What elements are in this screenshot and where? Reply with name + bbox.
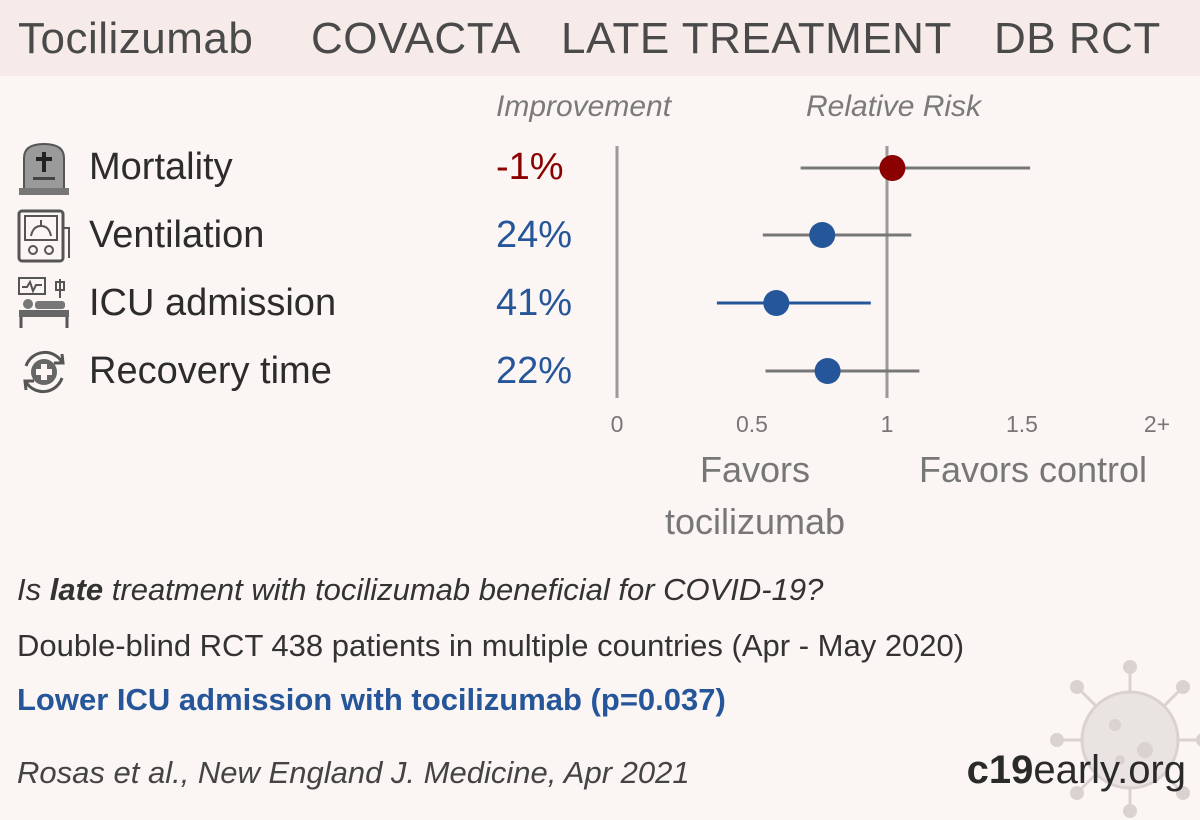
outcome-label-mortality: Mortality <box>89 146 233 188</box>
hospital-bed-icon <box>18 277 69 328</box>
question-bold: late <box>49 572 104 607</box>
title-design: DB RCT <box>994 14 1161 63</box>
relative-risk-header: Relative Risk <box>806 90 982 123</box>
outcome-label-icu-admission: ICU admission <box>89 282 337 324</box>
rr-point <box>814 358 841 384</box>
improvement-mortality: -1% <box>496 146 564 188</box>
x-tick-label: 1.5 <box>1006 411 1038 437</box>
ventilator-icon <box>17 209 70 263</box>
x-tick-label: 0 <box>611 411 624 437</box>
citation: Rosas et al., New England J. Medicine, A… <box>17 755 690 790</box>
improvement-header: Improvement <box>496 90 672 123</box>
study-question: Is late treatment with tocilizumab benef… <box>17 572 823 608</box>
x-tick-label: 1 <box>881 411 894 437</box>
rr-point <box>763 290 790 316</box>
virus-watermark-icon <box>1050 660 1200 818</box>
study-design: Double-blind RCT 438 patients in multipl… <box>17 628 965 663</box>
tombstone-icon <box>19 142 69 195</box>
improvement-icu-admission: 41% <box>496 282 573 324</box>
brand-logo: c19early.org <box>967 748 1186 793</box>
question-pre: Is <box>17 572 50 607</box>
title-bar: Tocilizumab COVACTA LATE TREATMENT DB RC… <box>0 0 1200 76</box>
rr-point <box>809 222 836 248</box>
x-tick-label: 2+ <box>1144 411 1170 437</box>
favors-tocilizumab: Favors tocilizumab <box>664 449 846 542</box>
favors-control: Favors control <box>918 449 1148 490</box>
brand-part1: c19 <box>966 748 1034 792</box>
question-post: treatment with tocilizumab beneficial fo… <box>103 572 824 607</box>
rr-point <box>879 155 906 181</box>
title-trial: COVACTA <box>311 14 521 63</box>
brand-part2: early.org <box>1033 748 1186 792</box>
title-drug: Tocilizumab <box>18 14 254 63</box>
x-tick-label: 0.5 <box>736 411 768 437</box>
outcome-label-ventilation: Ventilation <box>89 214 265 256</box>
improvement-ventilation: 24% <box>496 214 573 256</box>
key-finding: Lower ICU admission with tocilizumab (p=… <box>17 682 726 717</box>
title-stage: LATE TREATMENT <box>561 14 952 63</box>
outcome-label-recovery-time: Recovery time <box>89 350 332 392</box>
improvement-recovery-time: 22% <box>496 350 573 392</box>
recovery-icon <box>23 350 65 394</box>
